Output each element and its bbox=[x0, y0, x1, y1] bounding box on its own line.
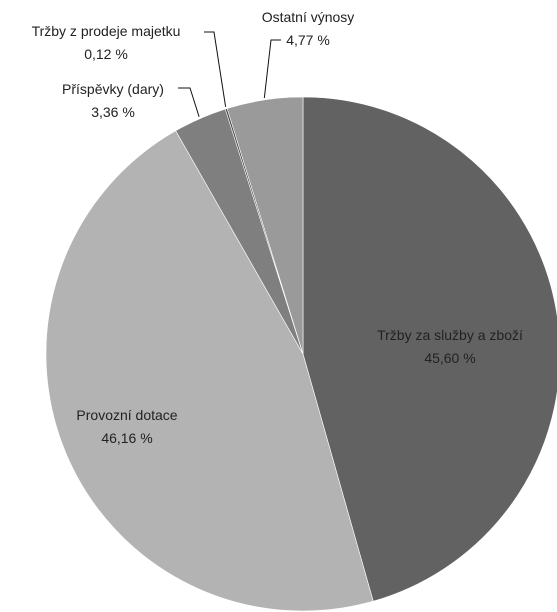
slice-label-ostatni-vynosy: Ostatní výnosy bbox=[262, 9, 355, 25]
slice-value-trzby-sluzby: 45,60 % bbox=[424, 350, 475, 366]
leader-ostatni-vynosy bbox=[263, 39, 281, 98]
slice-label-trzby-majetku: Tržby z prodeje majetku bbox=[32, 23, 181, 39]
slice-provozni-dotace bbox=[45, 130, 374, 612]
leader-prispevky bbox=[178, 87, 200, 117]
slice-label-provozni-dotace: Provozní dotace bbox=[76, 407, 177, 423]
slice-value-provozni-dotace: 46,16 % bbox=[101, 430, 152, 446]
slice-value-prispevky: 3,36 % bbox=[91, 104, 135, 120]
leader-trzby-majetku bbox=[204, 31, 227, 107]
slice-ostatni-vynosy bbox=[226, 96, 304, 355]
pie-slices bbox=[45, 96, 557, 612]
slice-label-trzby-sluzby: Tržby za služby a zboží bbox=[377, 327, 523, 343]
slice-label-prispevky: Příspěvky (dary) bbox=[62, 81, 164, 97]
slice-value-trzby-majetku: 0,12 % bbox=[84, 46, 128, 62]
slice-value-ostatni-vynosy: 4,77 % bbox=[286, 32, 330, 48]
slice-trzby-sluzby bbox=[302, 96, 557, 602]
leader-lines bbox=[178, 31, 281, 117]
